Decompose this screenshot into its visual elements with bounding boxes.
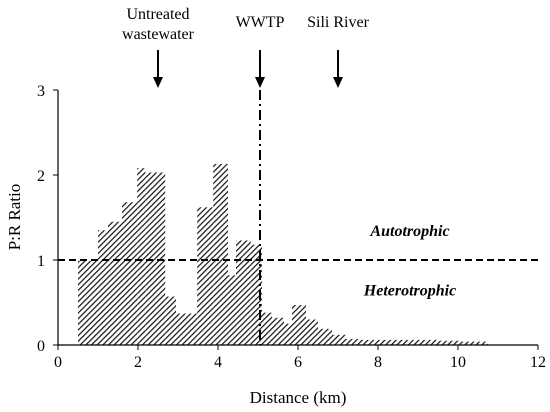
bar-17 <box>306 319 318 345</box>
bar-10 <box>228 275 236 345</box>
site-label-2: Sili River <box>307 14 369 31</box>
arrow-head-icon <box>333 77 343 88</box>
bar-3 <box>122 202 138 345</box>
bar-2 <box>108 221 122 345</box>
bar-14 <box>272 317 284 345</box>
bar-4 <box>137 168 146 345</box>
axes <box>53 50 539 350</box>
x-tick-label: 4 <box>214 354 222 371</box>
bar-20 <box>346 339 362 345</box>
arrow-head-icon <box>153 77 163 88</box>
site-label-0: wastewater <box>122 26 195 43</box>
bar-6 <box>165 296 176 345</box>
x-tick-label: 0 <box>54 354 62 371</box>
x-tick-label: 12 <box>530 354 546 371</box>
bar-12 <box>250 244 262 345</box>
y-tick-label: 2 <box>37 168 45 185</box>
bars-layer <box>78 163 488 345</box>
region-label-autotrophic: Autotrophic <box>369 223 449 240</box>
bar-16 <box>292 305 306 345</box>
bar-15 <box>284 323 292 345</box>
y-tick-label: 0 <box>37 338 45 355</box>
bar-9 <box>213 163 228 345</box>
bar-23 <box>438 340 462 345</box>
region-label-heterotrophic: Heterotrophic <box>363 283 456 300</box>
bar-13 <box>262 312 272 345</box>
bar-21 <box>362 339 398 345</box>
reference-lines <box>58 90 538 345</box>
x-tick-label: 8 <box>374 354 382 371</box>
bar-1 <box>98 230 108 345</box>
site-label-0: Untreated <box>126 6 189 23</box>
bar-19 <box>332 334 346 345</box>
site-label-1: WWTP <box>236 14 285 31</box>
x-tick-label: 6 <box>294 354 302 371</box>
y-tick-label: 3 <box>37 83 45 100</box>
x-tick-label: 10 <box>450 354 466 371</box>
x-axis-label: Distance (km) <box>250 388 347 407</box>
bar-7 <box>176 313 198 345</box>
chart-text: P:R Ratio Distance (km) 0 2 4 6 8 10 120123Aut… <box>5 6 546 407</box>
y-tick-label: 1 <box>37 253 45 270</box>
bar-24 <box>462 341 488 345</box>
bar-8 <box>197 207 214 345</box>
y-axis-label: P:R Ratio <box>5 184 24 251</box>
bar-22 <box>398 339 438 345</box>
x-tick-label: 2 <box>134 354 142 371</box>
bar-18 <box>318 328 332 345</box>
bar-0 <box>78 260 98 345</box>
arrow-head-icon <box>255 77 265 88</box>
bar-11 <box>236 240 251 345</box>
bar-5 <box>145 172 166 345</box>
